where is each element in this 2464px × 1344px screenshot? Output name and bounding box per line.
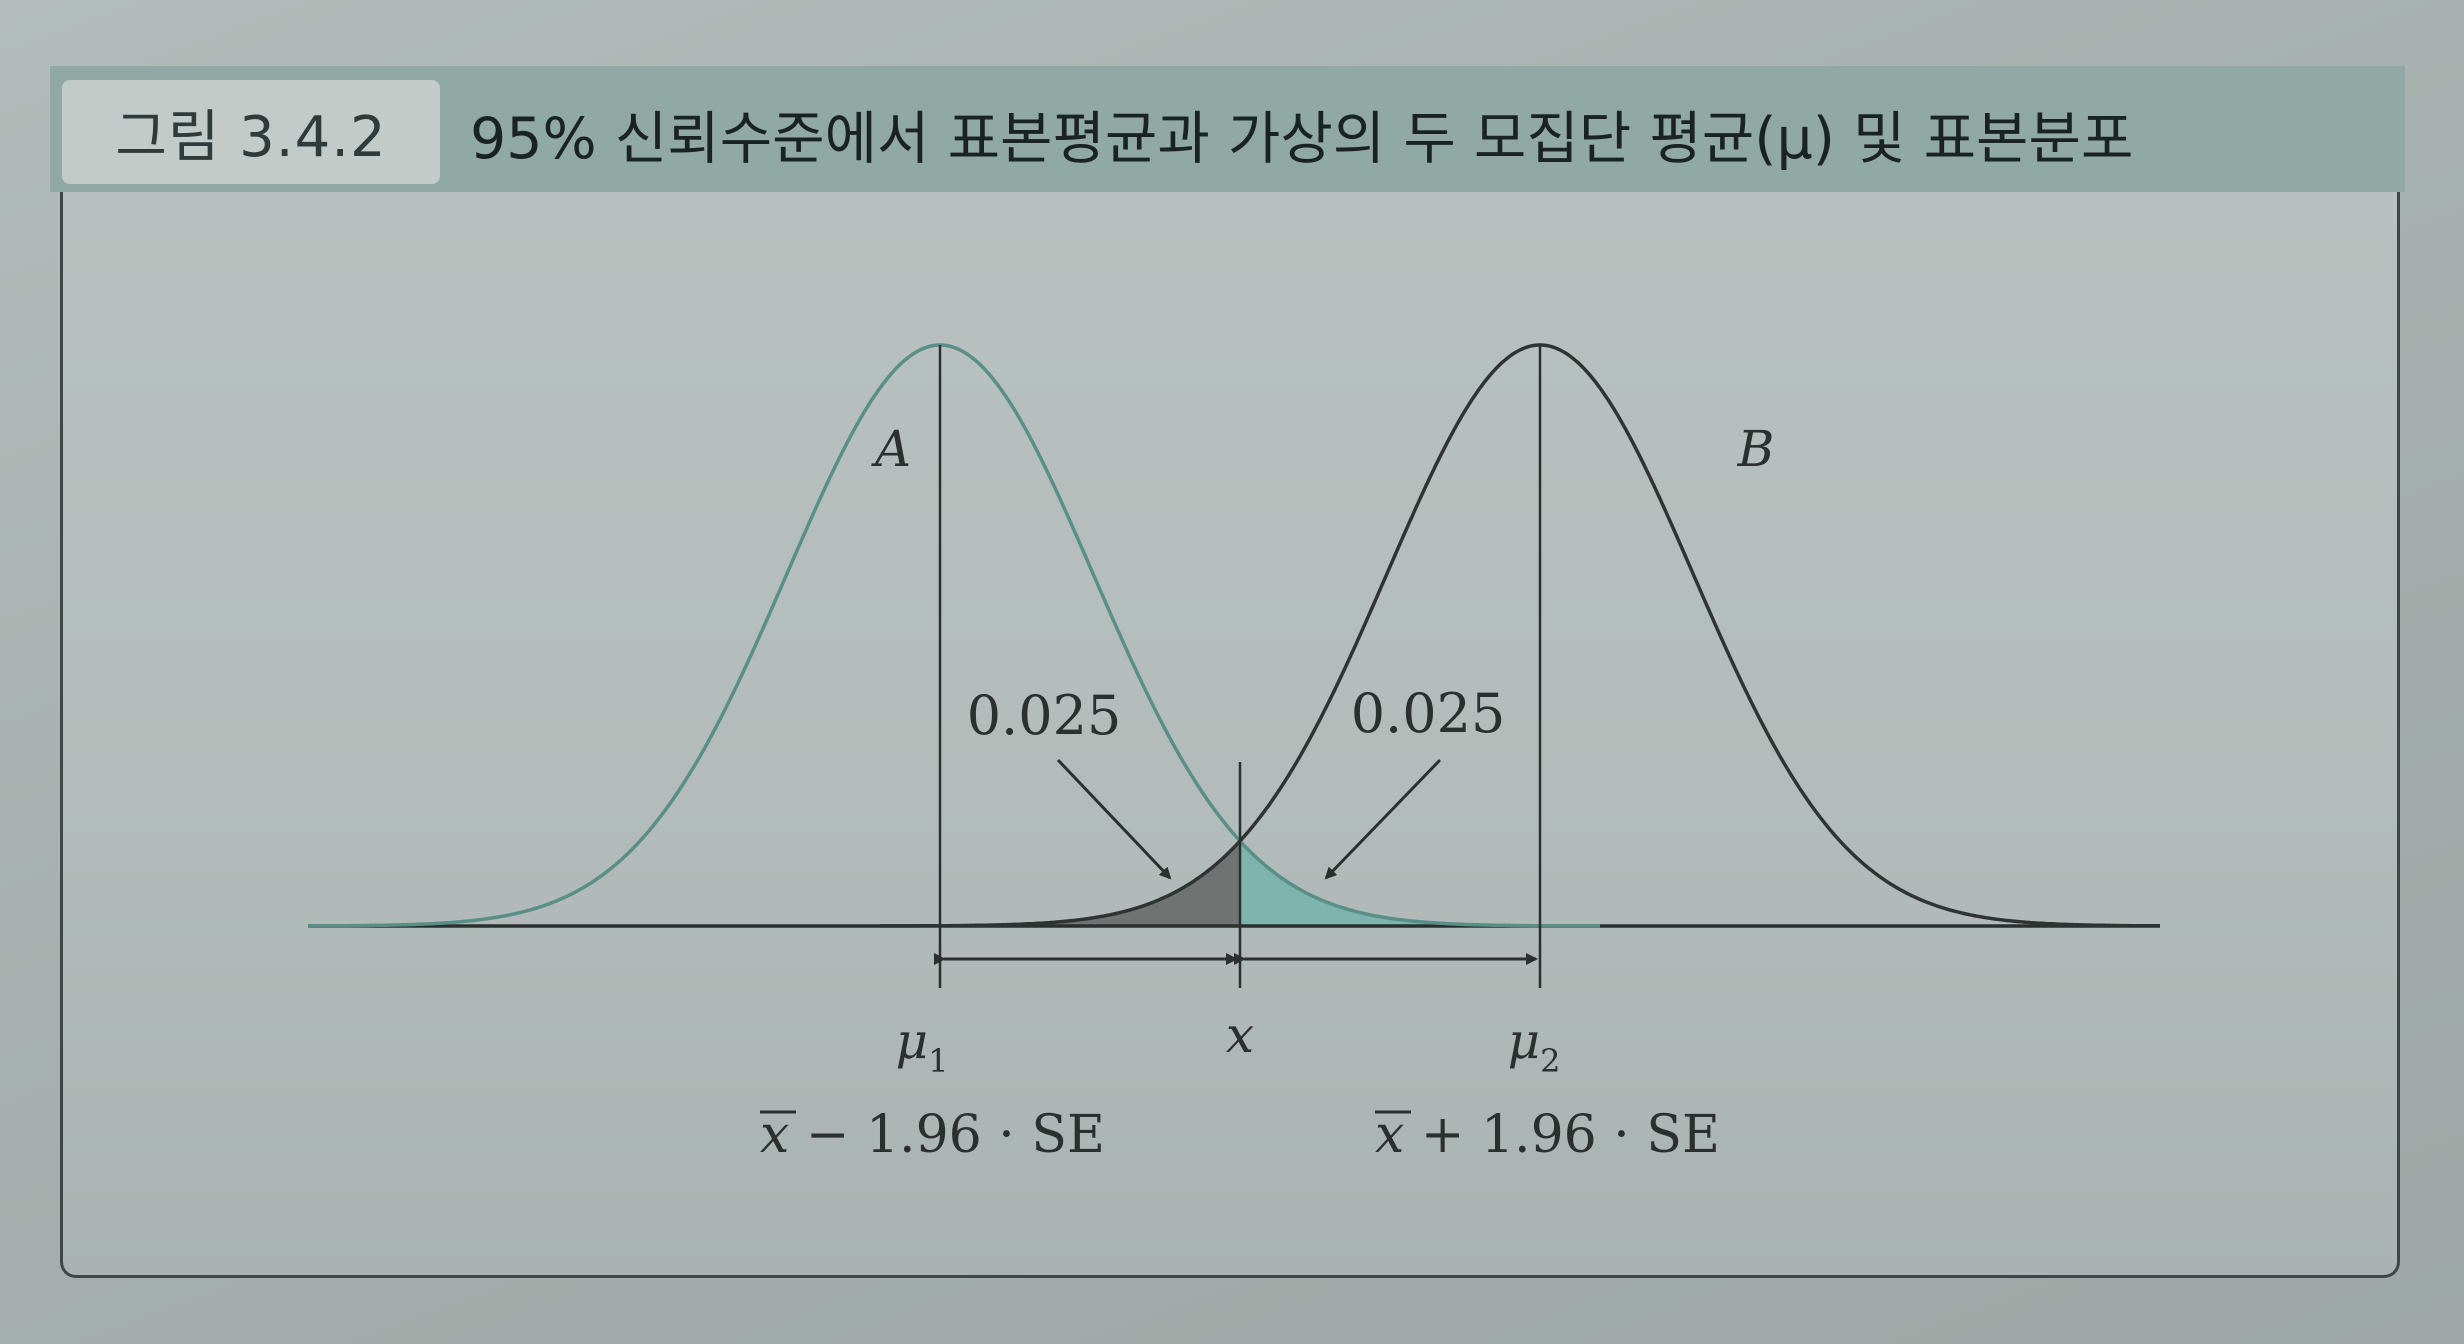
left-tail-area-label: 0.025 [967,684,1122,747]
right-tail-area-label: 0.025 [1351,682,1506,745]
left-tail-area [940,841,1240,926]
right-tail-area [1240,841,1540,926]
lower-bound-expression: x − 1.96 · SE [760,1105,1105,1165]
upper-bound-expression: x + 1.96 · SE [1375,1105,1720,1165]
pointer-arrow-left [1056,758,1172,880]
curve-b-label: B [1737,420,1775,478]
figure-frame [60,78,2400,1278]
curve-a-label: A [871,420,911,478]
mu1-label: μ1 [896,1012,949,1080]
mu2-label: μ2 [1508,1012,1561,1080]
figure-number-label: 그림 3.4.2 [62,80,440,184]
pointer-arrow-right [1324,758,1442,880]
figure-title: 95% 신뢰수준에서 표본평균과 가상의 두 모집단 평균(μ) 및 표본분포 [470,106,2134,172]
figure-title-bar [50,66,2405,192]
x-label: x [1226,1006,1254,1064]
curve-a [308,343,1600,928]
curve-b [880,343,2160,928]
